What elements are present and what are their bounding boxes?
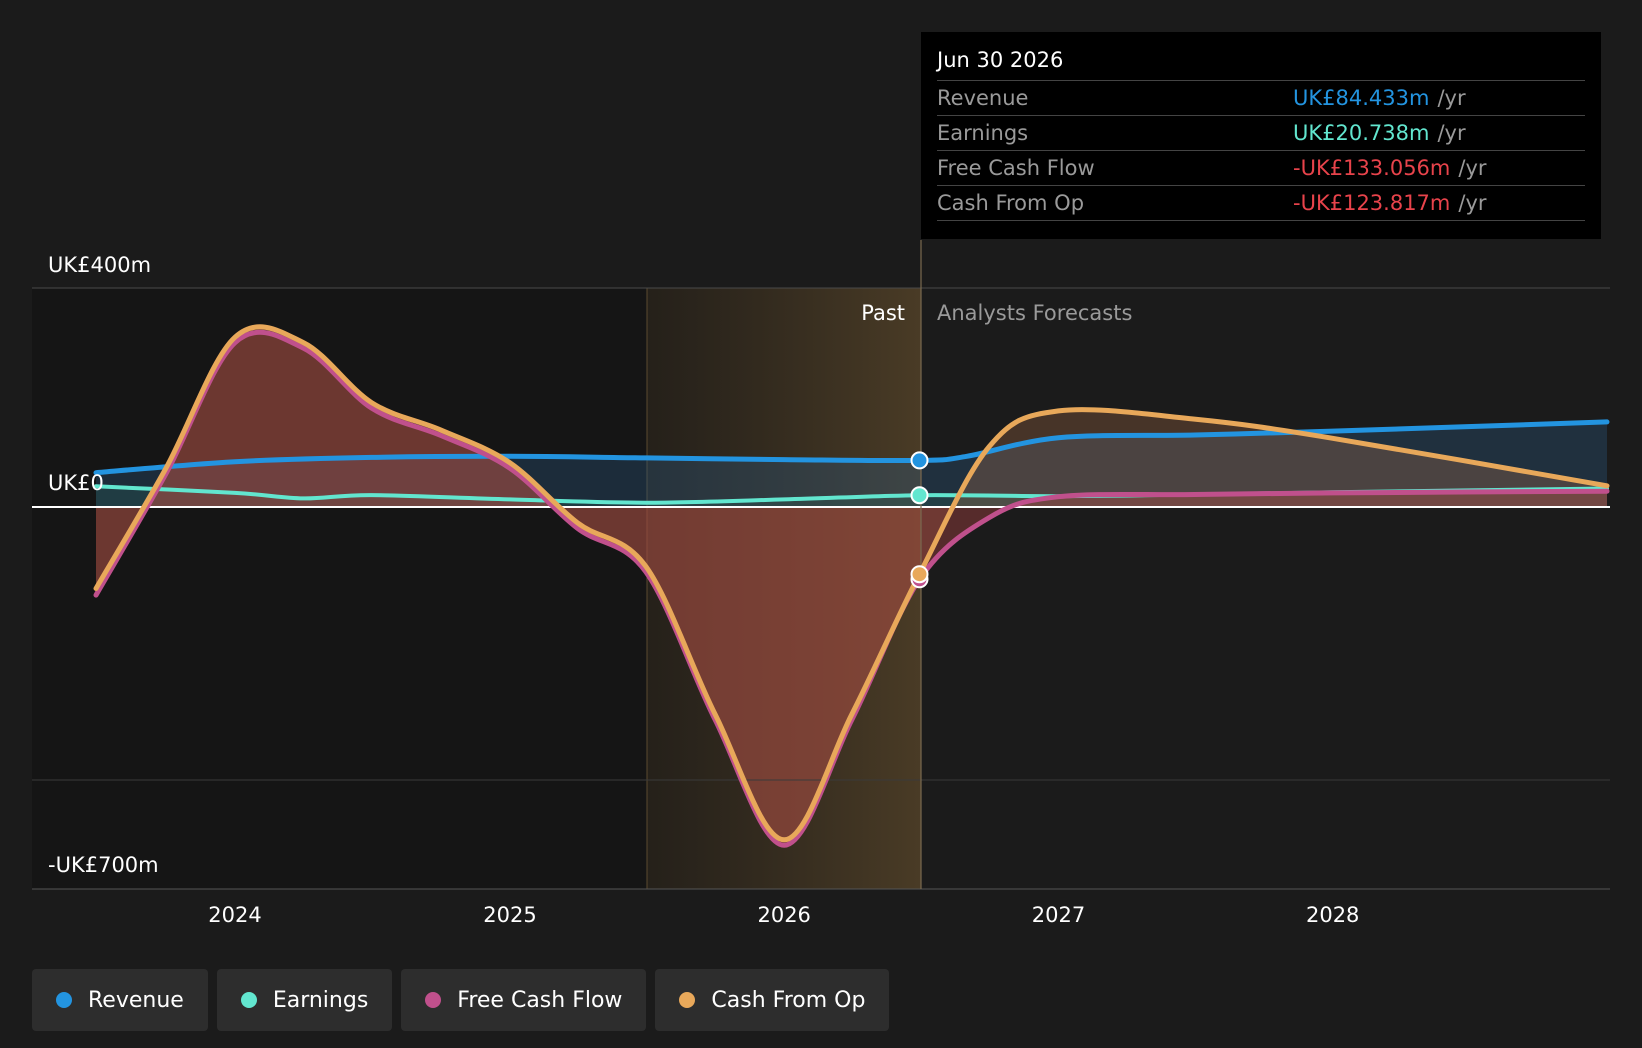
tooltip-row-revenue: Revenue UK£84.433m /yr (937, 81, 1585, 116)
tooltip-unit: /yr (1458, 191, 1487, 215)
tooltip-date: Jun 30 2026 (937, 46, 1585, 81)
y-label-zero: UK£0 (48, 471, 104, 495)
tooltip-label: Revenue (937, 86, 1029, 110)
tooltip-value: -UK£133.056m (1293, 156, 1451, 180)
tooltip-unit: /yr (1458, 156, 1487, 180)
free-cash-flow-area (96, 332, 1607, 846)
cash-from-op-dot-icon (679, 992, 696, 1008)
x-tick-label: 2027 (1032, 903, 1085, 927)
legend-label: Cash From Op (711, 987, 866, 1013)
cash-from-op-line (93, 324, 1610, 843)
legend-label: Earnings (272, 987, 369, 1013)
x-tick-label: 2024 (208, 903, 261, 927)
revenue-marker[interactable] (910, 451, 929, 470)
cash-from-op-marker[interactable] (910, 565, 929, 584)
x-tick-label: 2026 (757, 903, 810, 927)
legend-label: Free Cash Flow (457, 987, 623, 1013)
series-markers (910, 451, 929, 589)
free-cash-flow-dot-icon (425, 992, 442, 1008)
tooltip-value: UK£84.433m (1293, 86, 1430, 110)
x-tick-label: 2028 (1306, 903, 1359, 927)
forecast-label: Analysts Forecasts (937, 301, 1132, 325)
legend-item-revenue[interactable]: Revenue (32, 969, 208, 1031)
tooltip-value: -UK£123.817m (1293, 191, 1451, 215)
tooltip-label: Earnings (937, 121, 1029, 145)
y-label-bottom: -UK£700m (48, 853, 159, 877)
series-lines (93, 324, 1610, 848)
legend-item-free-cash-flow[interactable]: Free Cash Flow (401, 969, 647, 1031)
legend-item-cash-from-op[interactable]: Cash From Op (655, 969, 890, 1031)
earnings-marker[interactable] (910, 486, 929, 505)
tooltip-value: UK£20.738m (1293, 121, 1430, 145)
revenue-line (93, 419, 1610, 476)
legend: Revenue Earnings Free Cash Flow Cash Fro… (32, 969, 890, 1031)
earnings-dot-icon (240, 992, 257, 1008)
legend-label: Revenue (88, 987, 184, 1013)
tooltip-unit: /yr (1437, 121, 1466, 145)
y-label-top: UK£400m (48, 253, 151, 277)
tooltip-label: Cash From Op (937, 191, 1085, 215)
tooltip-row-cash-from-op: Cash From Op -UK£123.817m /yr (937, 186, 1585, 221)
revenue-dot-icon (56, 992, 72, 1008)
legend-item-earnings[interactable]: Earnings (216, 969, 393, 1031)
tooltip-row-free-cash-flow: Free Cash Flow -UK£133.056m /yr (937, 151, 1585, 186)
tooltip-label: Free Cash Flow (937, 156, 1095, 180)
x-axis-ticks: 2024 2025 2026 2027 2028 (208, 903, 1359, 927)
tooltip: Jun 30 2026 Revenue UK£84.433m /yr Earni… (921, 32, 1601, 239)
past-label: Past (861, 301, 905, 325)
tooltip-unit: /yr (1437, 86, 1466, 110)
x-tick-label: 2025 (483, 903, 536, 927)
revenue-area (96, 421, 1607, 507)
past-highlight-band (647, 288, 921, 889)
tooltip-row-earnings: Earnings UK£20.738m /yr (937, 116, 1585, 151)
earnings-area (96, 486, 1607, 507)
